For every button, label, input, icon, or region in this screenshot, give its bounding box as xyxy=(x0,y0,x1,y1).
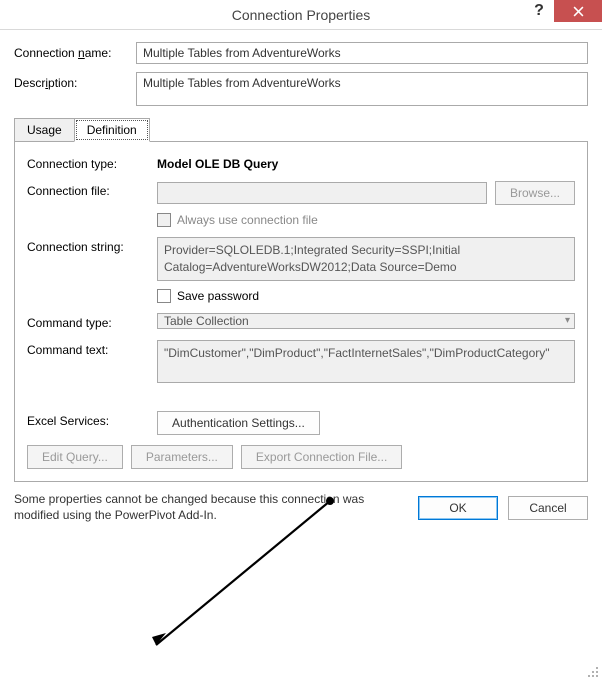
ok-button[interactable]: OK xyxy=(418,496,498,520)
connection-type-label: Connection type: xyxy=(27,154,157,171)
help-button[interactable]: ? xyxy=(524,0,554,22)
resize-grip-icon[interactable] xyxy=(586,665,600,679)
connection-name-input[interactable] xyxy=(136,42,588,64)
export-connection-button: Export Connection File... xyxy=(241,445,402,469)
tab-usage[interactable]: Usage xyxy=(14,118,75,142)
command-text-row: Command text: "DimCustomer","DimProduct"… xyxy=(27,340,575,384)
command-type-value: Table Collection xyxy=(164,314,249,328)
always-use-checkbox xyxy=(157,213,171,227)
command-text-area: "DimCustomer","DimProduct","FactInternet… xyxy=(157,340,575,384)
description-row: Description: Multiple Tables from Advent… xyxy=(14,72,588,106)
connection-type-row: Connection type: Model OLE DB Query xyxy=(27,154,575,171)
excel-services-row: Excel Services: Authentication Settings.… xyxy=(27,411,575,435)
footer: Some properties cannot be changed becaus… xyxy=(14,492,588,523)
description-input[interactable]: Multiple Tables from AdventureWorks xyxy=(136,72,588,106)
title-bar: Connection Properties ? xyxy=(0,0,602,30)
connection-name-label: Connection name: xyxy=(14,42,136,60)
connection-string-row: Connection string: Provider=SQLOLEDB.1;I… xyxy=(27,237,575,303)
connection-file-input xyxy=(157,182,487,204)
command-type-select: Table Collection ▾ xyxy=(157,313,575,329)
edit-query-button: Edit Query... xyxy=(27,445,123,469)
save-password-checkbox[interactable] xyxy=(157,289,171,303)
description-label: Description: xyxy=(14,72,136,90)
cancel-button[interactable]: Cancel xyxy=(508,496,588,520)
chevron-down-icon: ▾ xyxy=(565,315,570,326)
command-type-label: Command type: xyxy=(27,313,157,330)
titlebar-controls: ? xyxy=(524,0,602,28)
connection-name-row: Connection name: xyxy=(14,42,588,64)
save-password-label: Save password xyxy=(177,289,259,303)
connection-type-value: Model OLE DB Query xyxy=(157,154,575,171)
close-icon xyxy=(573,6,584,17)
footer-note: Some properties cannot be changed becaus… xyxy=(14,492,410,523)
command-type-row: Command type: Table Collection ▾ xyxy=(27,313,575,330)
window-title: Connection Properties xyxy=(232,7,371,23)
dialog-body: Connection name: Description: Multiple T… xyxy=(0,30,602,531)
connection-file-row: Connection file: Browse... Always use co… xyxy=(27,181,575,227)
definition-panel: Connection type: Model OLE DB Query Conn… xyxy=(14,141,588,482)
auth-settings-button[interactable]: Authentication Settings... xyxy=(157,411,320,435)
save-password-row: Save password xyxy=(157,289,575,303)
always-use-row: Always use connection file xyxy=(157,213,575,227)
panel-buttons: Edit Query... Parameters... Export Conne… xyxy=(27,445,575,469)
excel-services-label: Excel Services: xyxy=(27,411,157,428)
parameters-button: Parameters... xyxy=(131,445,233,469)
command-text-label: Command text: xyxy=(27,340,157,357)
always-use-label: Always use connection file xyxy=(177,213,318,227)
tabs: Usage Definition xyxy=(14,118,588,142)
connection-file-label: Connection file: xyxy=(27,181,157,198)
tab-definition[interactable]: Definition xyxy=(74,118,150,142)
browse-button: Browse... xyxy=(495,181,575,205)
connection-string-label: Connection string: xyxy=(27,237,157,254)
close-button[interactable] xyxy=(554,0,602,22)
connection-string-text: Provider=SQLOLEDB.1;Integrated Security=… xyxy=(157,237,575,281)
footer-buttons: OK Cancel xyxy=(418,496,588,520)
